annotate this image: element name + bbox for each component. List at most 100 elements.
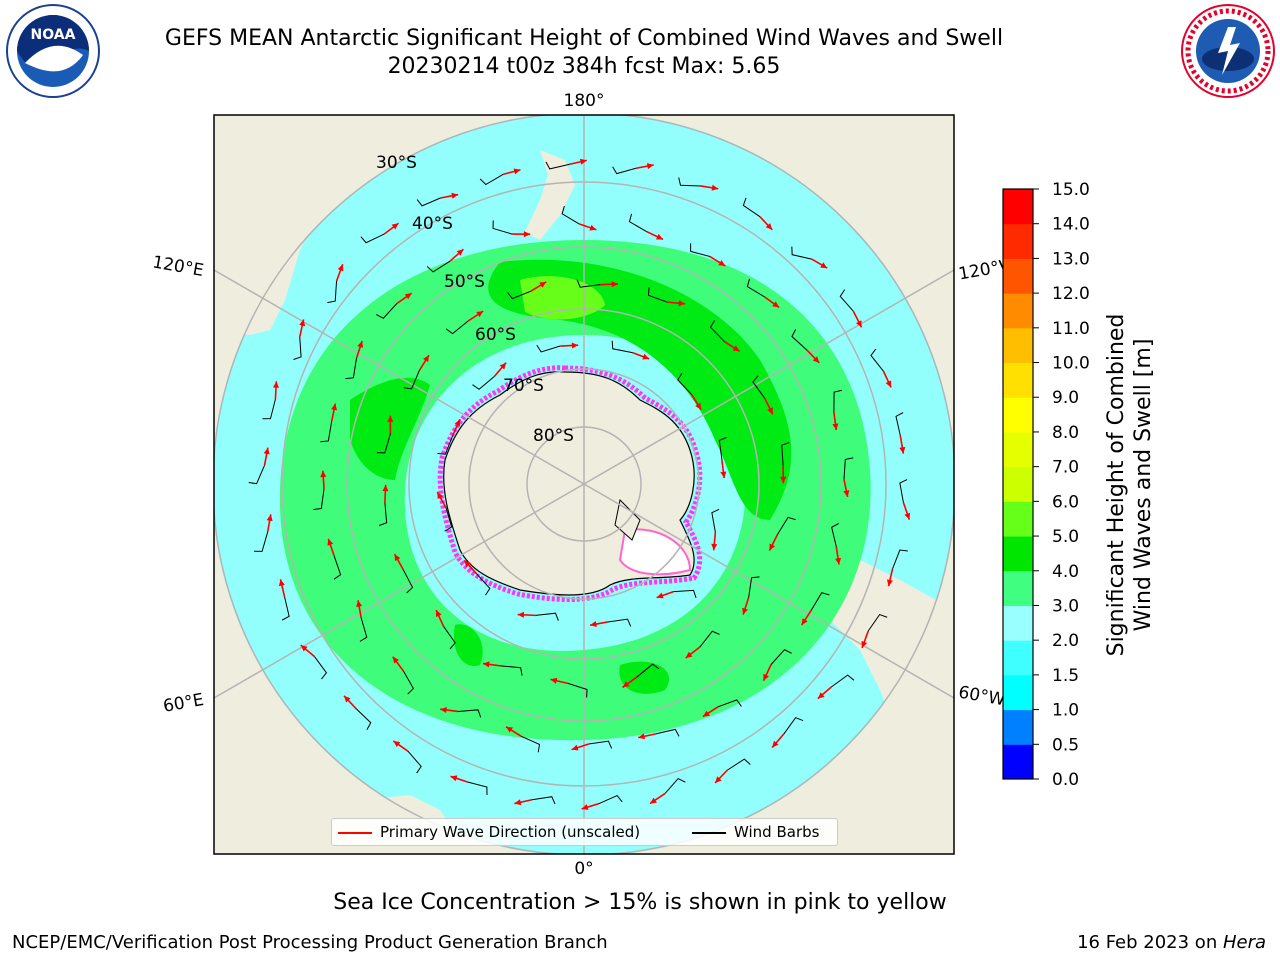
colorbar-frame [1002, 188, 1034, 780]
wave-direction-arrowhead [581, 804, 589, 810]
colorbar-label-line2: Wind Waves and Swell [m] [1131, 339, 1156, 632]
wave-direction-arrowhead [272, 381, 280, 388]
wave-direction-arrowhead [550, 677, 558, 684]
wind-barb [403, 370, 420, 390]
colorbar-swatch [1003, 570, 1033, 606]
wave-direction-arrowhead [861, 640, 868, 648]
wind-barb [407, 750, 422, 774]
colorbar-tick-label: 3.0 [1052, 596, 1079, 616]
wind-barb [636, 663, 660, 678]
wind-barb [479, 173, 504, 186]
wind-barb [781, 442, 790, 466]
wind-barb [843, 457, 854, 480]
wind-barb [293, 336, 302, 361]
sea-ice-caption: Sea Ice Concentration > 15% is shown in … [0, 890, 1280, 915]
wind-barb [598, 794, 623, 805]
footer-date-text: 16 Feb 2023 on [1077, 932, 1223, 953]
colorbar-tick-label: 0.0 [1052, 770, 1079, 790]
colorbar-swatch [1003, 466, 1033, 502]
wind-barb [437, 435, 454, 455]
wind-barb [647, 287, 668, 303]
wind-barb [673, 589, 697, 599]
colorbar-swatch [1003, 674, 1033, 711]
wind-barb [777, 516, 796, 535]
wind-barb [699, 630, 720, 648]
wind-barb [892, 549, 908, 569]
colorbar-tick-label: 9.0 [1052, 388, 1079, 408]
wind-barb [867, 613, 888, 632]
wave-direction-arrowhead [499, 362, 507, 370]
wave-direction-arrowhead [278, 579, 285, 587]
wave-direction-arrowhead [450, 775, 458, 782]
footer-host: Hera [1222, 932, 1266, 953]
wave-direction-arrowhead [843, 490, 850, 497]
weddell-sea-ice [618, 528, 692, 576]
wave-direction-arrowhead [571, 342, 579, 349]
noaa-logo-text: NOAA [31, 27, 76, 43]
colorbar-swatch [1003, 640, 1033, 676]
wind-barb [628, 213, 648, 233]
wave-band-4-5m-south [454, 624, 483, 666]
wave-direction-arrowhead [769, 543, 776, 551]
wind-barb [839, 289, 854, 312]
wave-direction-arrowhead [454, 419, 461, 427]
wave-direction-arrowhead [611, 281, 618, 288]
wave-direction-arrowhead [589, 224, 597, 231]
wind-barb [690, 243, 711, 258]
wave-direction-arrowhead [464, 560, 471, 568]
colorbar-swatch [1003, 744, 1033, 780]
colorbar-swatch [1003, 223, 1033, 259]
wave-direction-arrowhead [393, 740, 401, 748]
wind-barb [327, 281, 338, 304]
colorbar-swatch [1003, 258, 1033, 294]
wave-direction-arrowhead [904, 512, 911, 520]
wind-barb [356, 708, 372, 731]
legend-swatch-black [692, 831, 726, 834]
wave-direction-arrowhead [832, 423, 839, 431]
wind-barb [360, 233, 385, 244]
wind-barb [500, 665, 523, 676]
wind-barb [899, 479, 908, 503]
wave-direction-arrowhead [742, 607, 748, 615]
wind-barb [378, 502, 388, 526]
wave-direction-arrowhead [678, 300, 686, 307]
colorbar-tick-label: 13.0 [1052, 249, 1090, 269]
legend-label-wave-direction: Primary Wave Direction (unscaled) [380, 823, 641, 841]
map-panel [214, 115, 954, 854]
wind-barb [281, 596, 290, 621]
colorbar-tick-label: 8.0 [1052, 423, 1079, 443]
wave-direction-arrowhead [344, 695, 351, 703]
wave-direction-arrowhead [656, 233, 664, 240]
wind-barb [791, 329, 808, 351]
sea-ice-edge [437, 365, 703, 602]
wind-barb [248, 465, 266, 485]
colorbar-tick-label: 12.0 [1052, 284, 1090, 304]
graticule [214, 115, 954, 854]
wind-barb [443, 626, 456, 650]
lon-label-180: 180° [564, 91, 605, 111]
legend-swatch-red [338, 831, 372, 834]
chart-subtitle: 20230214 t00z 384h fcst Max: 5.65 [387, 54, 781, 79]
wave-direction-arrowhead [404, 293, 412, 300]
colorbar-tick-label: 15.0 [1052, 180, 1090, 200]
wave-direction-arrowhead [300, 645, 308, 652]
madagascar-land [214, 765, 300, 850]
colorbar-swatch [1003, 605, 1033, 641]
lon-label-60e: 60°E [162, 690, 206, 717]
wind-barb [320, 421, 333, 443]
wave-direction-arrowhead [718, 260, 726, 266]
wave-direction-arrowhead [523, 231, 531, 238]
sea-ice-caption-text: Sea Ice Concentration > 15% is shown in … [333, 890, 947, 915]
wind-barb [752, 375, 766, 399]
wave-band-4-5m-patch [619, 661, 669, 694]
wind-barb [718, 436, 727, 461]
wave-direction-arrowhead [622, 681, 630, 688]
wind-barb [376, 303, 398, 319]
lat-label-30s: 30°S [376, 153, 417, 173]
wind-barb [791, 246, 812, 260]
wind-barb [709, 320, 725, 342]
wave-direction-arrowhead [772, 301, 780, 308]
legend-label-wind-barbs: Wind Barbs [734, 823, 820, 841]
wind-barb [895, 412, 904, 436]
